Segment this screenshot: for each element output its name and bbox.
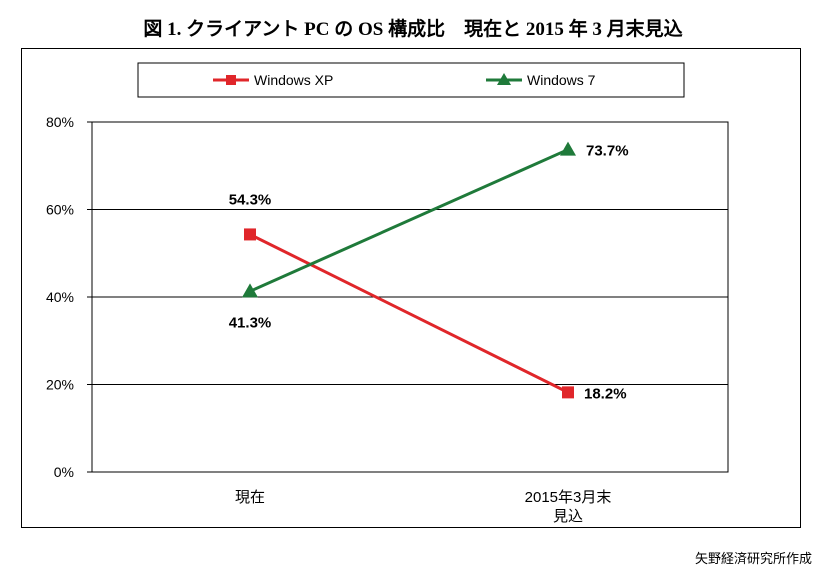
chart-frame xyxy=(21,48,801,528)
data-label: 73.7% xyxy=(586,143,629,160)
chart-title: 図 1. クライアント PC の OS 構成比 現在と 2015 年 3 月末見… xyxy=(143,19,683,40)
data-label: 54.3% xyxy=(229,191,272,208)
source-note: 矢野経済研究所作成 xyxy=(694,552,812,567)
legend-marker xyxy=(226,75,236,85)
data-point xyxy=(242,283,258,298)
series-line-windows-xp xyxy=(249,233,569,394)
data-point xyxy=(560,141,576,156)
data-label: 41.3% xyxy=(229,314,272,331)
y-tick-label: 0% xyxy=(54,464,74,480)
data-point xyxy=(562,386,574,399)
series-line-windows-7 xyxy=(249,148,569,293)
y-tick-label: 20% xyxy=(46,377,74,393)
data-point xyxy=(244,228,256,241)
x-tick-label: 見込 xyxy=(553,508,583,525)
y-tick-label: 60% xyxy=(46,202,74,218)
legend-label: Windows XP xyxy=(254,72,333,88)
legend-label: Windows 7 xyxy=(527,72,596,88)
y-tick-label: 80% xyxy=(46,114,74,130)
data-label: 18.2% xyxy=(584,385,627,402)
x-tick-label: 現在 xyxy=(235,489,265,506)
y-tick-label: 40% xyxy=(46,289,74,305)
x-tick-label: 2015年3月末 xyxy=(525,489,612,506)
legend-marker xyxy=(497,73,511,85)
